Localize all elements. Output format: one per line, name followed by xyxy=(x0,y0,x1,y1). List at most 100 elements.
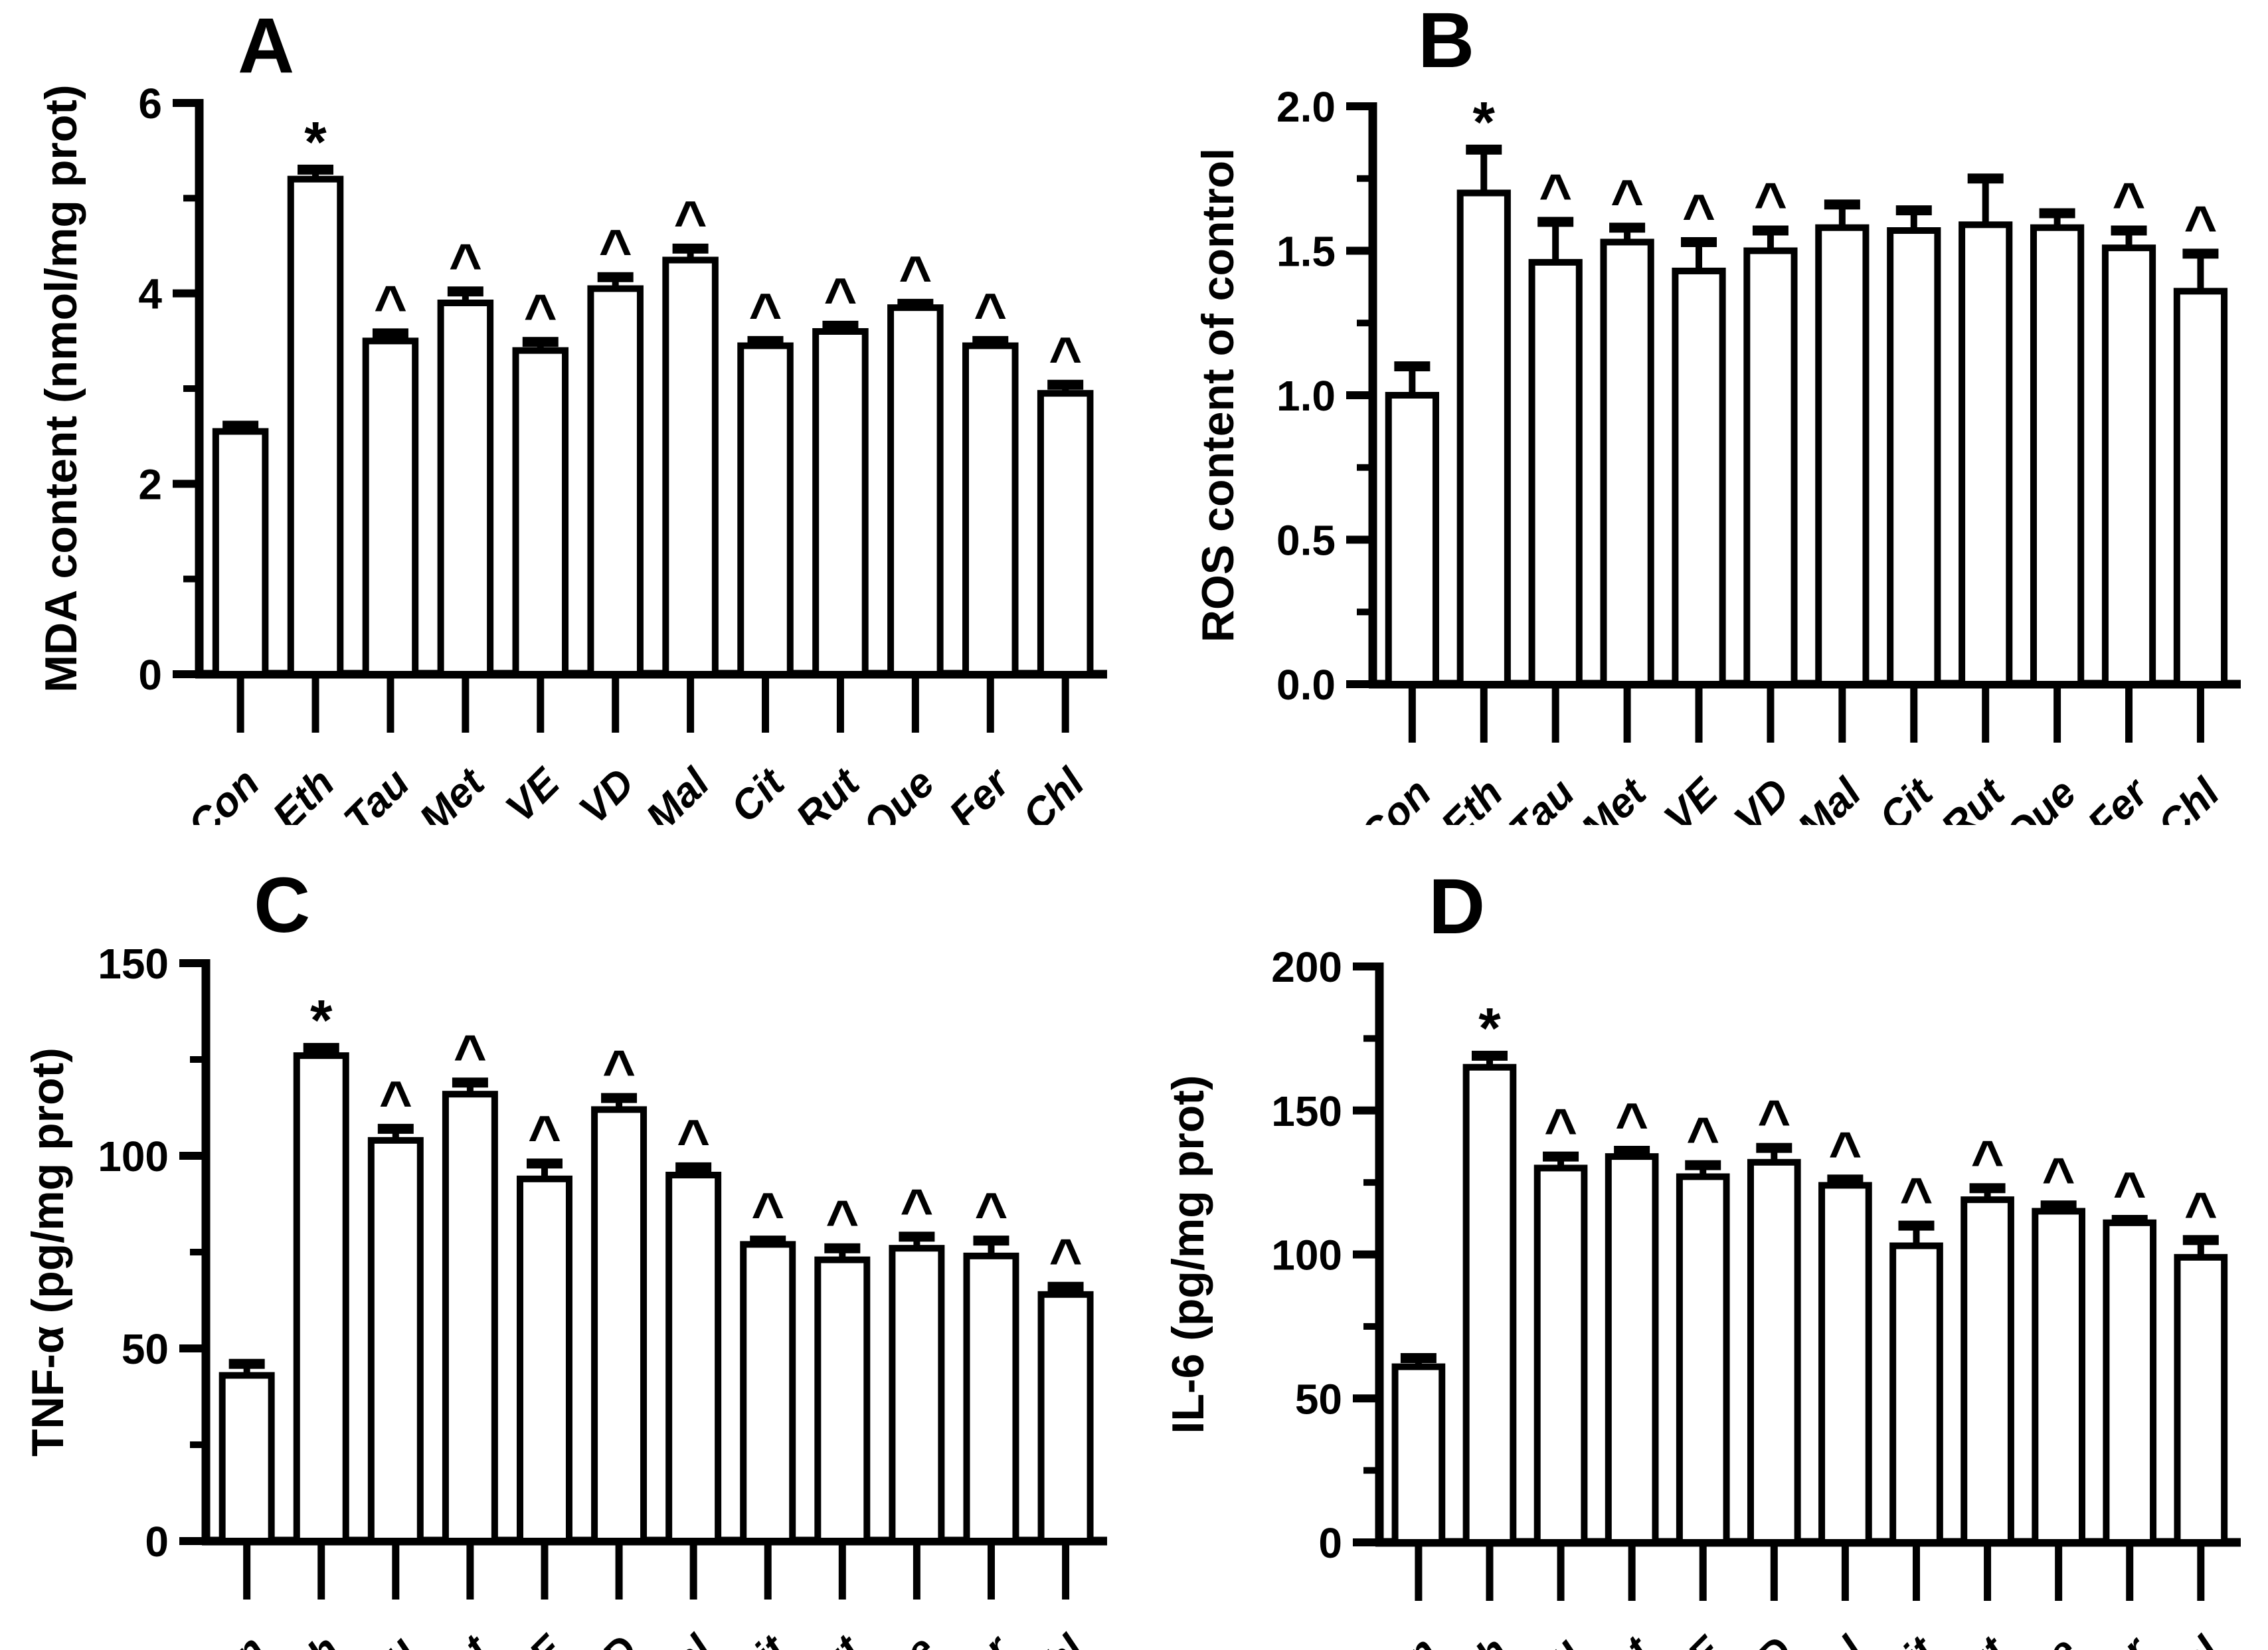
x-tick-label-eth: Eth xyxy=(1438,1628,1517,1650)
bar-eth xyxy=(293,1052,349,1544)
sig-marker-ve: ^ xyxy=(528,1105,561,1168)
x-tick-label-fer: Fer xyxy=(2079,769,2158,825)
bar-rut xyxy=(814,1256,871,1544)
x-tick-label-que: Que xyxy=(1997,1628,2086,1650)
y-tick-label: 100 xyxy=(98,1133,169,1180)
sig-marker-vd: ^ xyxy=(1757,1089,1790,1152)
y-tick-label: 150 xyxy=(98,940,169,988)
bar-eth xyxy=(1462,1063,1517,1546)
x-tick-label-cit: Cit xyxy=(725,1625,797,1650)
bar-mal xyxy=(1818,1182,1872,1546)
bar-met xyxy=(442,1091,498,1544)
x-tick-label-cit: Cit xyxy=(1870,769,1943,825)
bar-vd xyxy=(587,285,644,678)
sig-marker-mal: ^ xyxy=(673,189,707,253)
y-tick-label: 0 xyxy=(145,1518,169,1566)
bar-ve xyxy=(512,347,569,678)
y-tick-label: 1.5 xyxy=(1276,228,1336,276)
x-tick-label-eth: Eth xyxy=(1433,770,1512,825)
panel-b: B 0.0 0.5 1.0 1.5 2.0 ROS content of control C… xyxy=(1134,0,2268,825)
ros-bar-chart: 0.0 0.5 1.0 1.5 2.0 ROS content of control Con… xyxy=(1193,83,2241,825)
bar-cit xyxy=(1887,227,1941,688)
bar-tau xyxy=(1533,1164,1588,1546)
bar-vd xyxy=(1743,247,1798,688)
y-tick-label: 4 xyxy=(138,270,162,318)
x-tick-label-fer: Fer xyxy=(941,1625,1020,1650)
sig-marker-rut: ^ xyxy=(824,266,857,330)
x-tick-label-chl: Chl xyxy=(1014,759,1094,825)
bar-ve xyxy=(1672,267,1726,688)
x-tick-label-cit: Cit xyxy=(1873,1627,1945,1650)
x-tick-label-con: Con xyxy=(186,1627,275,1650)
bar-mal xyxy=(665,1172,722,1544)
bar-rut xyxy=(1961,1196,2014,1546)
sig-marker-tau: ^ xyxy=(1544,1097,1577,1161)
bar-met xyxy=(1600,238,1654,688)
sig-marker-eth: * xyxy=(310,989,333,1053)
x-tick-label-tau: Tau xyxy=(1500,770,1583,825)
sig-marker-chl: ^ xyxy=(2184,195,2217,258)
sig-marker-fer: ^ xyxy=(974,282,1007,345)
sig-marker-fer: ^ xyxy=(2113,1160,2146,1224)
sig-marker-ve: ^ xyxy=(1686,1106,1719,1170)
sig-marker-eth: * xyxy=(304,110,327,174)
x-tick-label-fer: Fer xyxy=(2080,1627,2159,1650)
x-tick-label-mal: Mal xyxy=(1792,1627,1874,1650)
sig-marker-cit: ^ xyxy=(1899,1166,1933,1230)
sig-marker-fer: ^ xyxy=(974,1182,1007,1245)
sig-marker-met: ^ xyxy=(449,232,482,296)
sig-marker-eth: * xyxy=(1478,996,1501,1060)
bar-eth xyxy=(287,175,344,678)
y-tick-label: 100 xyxy=(1271,1232,1342,1279)
y-tick-label: 150 xyxy=(1271,1087,1342,1135)
x-tick-label-chl: Chl xyxy=(1014,1626,1094,1650)
bar-que xyxy=(889,1245,945,1544)
sig-marker-ve: ^ xyxy=(1682,183,1715,246)
panel-c-letter: C xyxy=(254,862,311,949)
sig-marker-que: ^ xyxy=(899,244,932,308)
y-axis-title: TNF-α (pg/mg prot) xyxy=(23,1048,73,1457)
sig-marker-vd: ^ xyxy=(599,218,632,282)
x-tick-label-tau: Tau xyxy=(1506,1628,1589,1650)
x-tick-label-rut: Rut xyxy=(789,1625,871,1650)
y-axis-title: ROS content of control xyxy=(1193,148,1243,642)
x-tick-label-ve: VE xyxy=(497,759,568,825)
y-tick-label: 2 xyxy=(138,460,162,508)
sig-marker-cit: ^ xyxy=(748,282,782,345)
x-tick-label-que: Que xyxy=(855,1627,944,1650)
bar-ve xyxy=(1676,1173,1730,1546)
sig-marker-chl: ^ xyxy=(2184,1181,2218,1245)
bar-mal xyxy=(1815,224,1870,688)
sig-marker-met: ^ xyxy=(1611,169,1644,232)
sig-marker-mal: ^ xyxy=(1828,1121,1862,1184)
bar-con xyxy=(218,1372,275,1544)
sig-marker-tau: ^ xyxy=(1539,163,1572,227)
bar-chl xyxy=(1037,390,1094,678)
x-tick-label-met: Met xyxy=(1577,1627,1661,1650)
x-tick-label-chl: Chl xyxy=(2149,1627,2229,1650)
bar-que xyxy=(2032,1208,2085,1546)
x-tick-label-vd: VD xyxy=(570,760,644,825)
bar-cit xyxy=(737,342,794,678)
x-tick-label-vd: VD xyxy=(574,1627,647,1650)
sig-marker-vd: ^ xyxy=(1754,171,1787,235)
y-tick-label: 2.0 xyxy=(1276,83,1336,131)
x-tick-label-con: Con xyxy=(1351,770,1440,825)
x-tick-label-ve: VE xyxy=(501,1626,573,1650)
bar-fer xyxy=(962,342,1019,678)
x-tick-label-chl: Chl xyxy=(2149,769,2229,825)
sig-marker-ve: ^ xyxy=(524,283,557,347)
y-tick-label: 1.0 xyxy=(1276,372,1336,420)
panel-d-letter: D xyxy=(1429,863,1486,951)
sig-marker-chl: ^ xyxy=(1049,325,1082,389)
sig-marker-tau: ^ xyxy=(379,1069,412,1133)
x-tick-label-fer: Fer xyxy=(940,759,1019,825)
sig-marker-eth: * xyxy=(1473,90,1496,154)
il6-bar-chart: 0 50 100 150 200 IL-6 (pg/mg prot) Con * Eth ^ Tau… xyxy=(1163,943,2241,1650)
bar-cit xyxy=(1889,1242,1943,1546)
y-tick-label: 0.0 xyxy=(1276,661,1336,709)
panel-b-letter: B xyxy=(1418,0,1475,84)
sig-marker-tau: ^ xyxy=(374,274,407,338)
panel-a: A 0 2 4 6 MDA content (nmol/mg prot) Con * Eth ^… xyxy=(0,0,1134,825)
